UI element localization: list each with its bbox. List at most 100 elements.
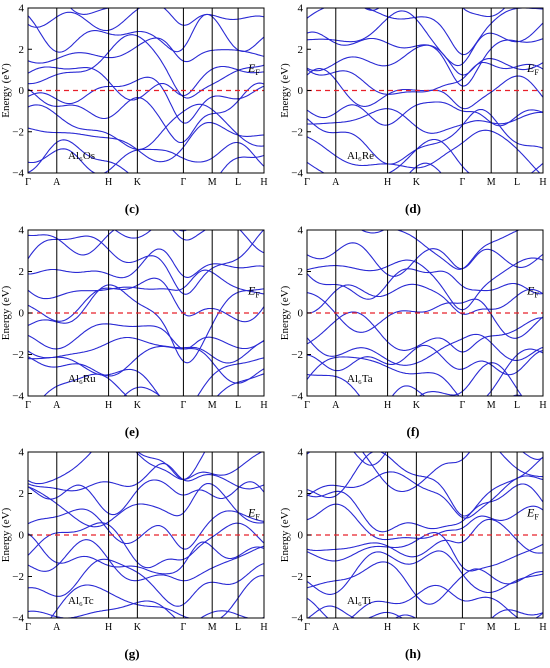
x-tick-label: K xyxy=(413,400,421,411)
x-tick-label: L xyxy=(514,177,520,188)
band-line xyxy=(307,257,543,311)
band-line xyxy=(307,605,543,618)
x-tick-label: A xyxy=(53,177,61,188)
x-tick-label: H xyxy=(539,400,546,411)
band-line xyxy=(28,482,264,528)
band-line xyxy=(153,172,160,173)
y-tick-label: 4 xyxy=(19,447,25,459)
x-tick-label: H xyxy=(105,400,112,411)
band-line xyxy=(307,344,543,376)
band-line xyxy=(120,617,128,618)
band-line xyxy=(307,268,543,300)
x-tick-label: H xyxy=(260,177,267,188)
compound-label: Al₆Re xyxy=(347,150,374,162)
band-line xyxy=(28,34,264,99)
bands xyxy=(307,452,543,618)
band-line xyxy=(28,230,264,256)
band-panel-4: −4 −2 0 2 4 Energy (eV) Γ A H K Γ M L H Al₆Ta EF xyxy=(279,225,547,412)
panel-caption: (g) xyxy=(124,646,139,661)
fermi-label: EF xyxy=(247,283,260,299)
band-line xyxy=(28,452,263,485)
compound-label: Al₆Ti xyxy=(347,595,371,607)
y-tick-label: 2 xyxy=(298,266,304,278)
y-tick-label: 4 xyxy=(19,225,25,237)
band-line xyxy=(307,362,523,396)
x-tick-label: A xyxy=(332,177,340,188)
x-tick-label: Γ xyxy=(304,622,310,633)
x-tick-label: M xyxy=(487,177,496,188)
x-tick-label: K xyxy=(134,622,142,633)
y-tick-label: 2 xyxy=(19,488,25,500)
compound-label: Al₆Ta xyxy=(347,373,373,385)
band-line xyxy=(28,76,264,124)
band-line xyxy=(307,584,543,618)
band-line xyxy=(307,31,543,87)
x-tick-label: H xyxy=(539,622,546,633)
band-line xyxy=(28,121,264,163)
y-tick-label: 2 xyxy=(298,488,304,500)
bands xyxy=(28,8,264,173)
x-tick-label: Γ xyxy=(460,177,466,188)
fermi-label: EF xyxy=(526,505,539,521)
y-tick-label: −2 xyxy=(12,571,24,583)
band-line xyxy=(408,162,442,173)
bands xyxy=(307,8,543,173)
y-tick-label: −2 xyxy=(291,349,303,361)
band-line xyxy=(307,242,543,277)
band-line xyxy=(353,452,543,466)
panel-caption: (e) xyxy=(125,424,139,439)
band-line xyxy=(28,345,264,384)
band-line xyxy=(28,269,264,300)
y-axis-label: Energy (eV) xyxy=(0,507,12,562)
x-tick-label: M xyxy=(208,622,217,633)
x-tick-label: Γ xyxy=(181,622,187,633)
band-line xyxy=(28,323,264,350)
band-line xyxy=(50,575,264,618)
x-tick-label: H xyxy=(384,177,391,188)
y-tick-label: −2 xyxy=(291,126,303,138)
x-tick-label: Γ xyxy=(25,177,31,188)
y-tick-label: 4 xyxy=(298,447,304,459)
band-line xyxy=(360,230,385,234)
y-tick-label: −2 xyxy=(12,126,24,138)
x-tick-label: L xyxy=(235,622,241,633)
x-tick-label: M xyxy=(487,622,496,633)
x-tick-label: H xyxy=(260,622,267,633)
x-tick-label: Γ xyxy=(25,400,31,411)
x-tick-label: L xyxy=(235,400,241,411)
x-tick-label: Γ xyxy=(460,622,466,633)
x-tick-label: K xyxy=(134,177,142,188)
x-tick-label: K xyxy=(413,622,421,633)
x-tick-label: Γ xyxy=(25,622,31,633)
panel-caption: (f) xyxy=(407,424,420,439)
band-line xyxy=(28,600,264,618)
y-axis-label: Energy (eV) xyxy=(279,63,291,118)
y-tick-label: 4 xyxy=(298,3,304,15)
band-line xyxy=(28,284,264,364)
band-line xyxy=(28,37,264,64)
y-axis-label: Energy (eV) xyxy=(0,285,12,340)
band-line xyxy=(28,65,264,101)
y-tick-label: 2 xyxy=(19,44,25,56)
y-tick-label: 4 xyxy=(298,225,304,237)
x-tick-label: A xyxy=(53,622,61,633)
x-tick-label: M xyxy=(208,177,217,188)
band-panel-6: −4 −2 0 2 4 Energy (eV) Γ A H K Γ M L H Al₆Ti EF xyxy=(279,447,547,634)
band-line xyxy=(394,614,417,618)
y-tick-label: 0 xyxy=(19,530,25,542)
band-panel-1: −4 −2 0 2 4 Energy (eV) Γ A H K Γ M L H Al₆Os EF xyxy=(0,3,268,189)
band-line xyxy=(307,452,543,493)
band-line xyxy=(395,230,521,270)
x-tick-label: K xyxy=(134,400,142,411)
band-line xyxy=(28,539,264,582)
band-line xyxy=(307,292,543,339)
band-line xyxy=(307,561,543,605)
band-line xyxy=(28,277,264,323)
fermi-label: EF xyxy=(247,61,260,77)
x-tick-label: H xyxy=(105,177,112,188)
y-tick-label: 0 xyxy=(298,308,304,320)
x-tick-label: Γ xyxy=(460,400,466,411)
band-line xyxy=(307,61,543,95)
